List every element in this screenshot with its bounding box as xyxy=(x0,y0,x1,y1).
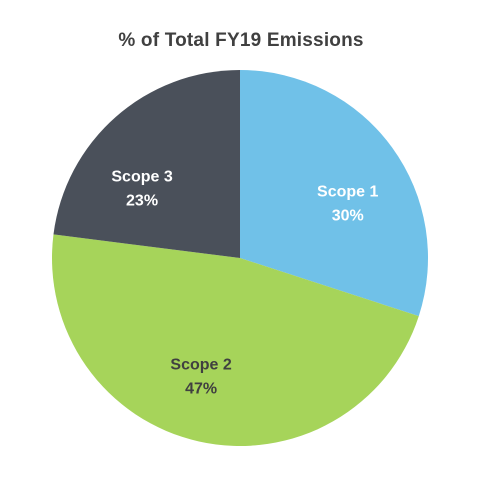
slice-label-scope-2: Scope 2 xyxy=(170,357,231,374)
pie-labels: Scope 1 30% Scope 2 47% Scope 3 23% xyxy=(111,168,378,397)
pie-slice-scope-1 xyxy=(240,70,428,317)
pie-slices xyxy=(52,70,428,446)
slice-percent-scope-1: 30% xyxy=(332,208,364,225)
pie-slice-scope-3 xyxy=(53,70,240,258)
slice-percent-scope-3: 23% xyxy=(126,192,158,209)
slice-percent-scope-2: 47% xyxy=(185,381,217,398)
pie-slice-scope-2 xyxy=(52,234,419,446)
slice-label-scope-1: Scope 1 xyxy=(317,184,378,201)
slice-label-scope-3: Scope 3 xyxy=(111,168,172,185)
chart-title: % of Total FY19 Emissions xyxy=(118,30,364,51)
